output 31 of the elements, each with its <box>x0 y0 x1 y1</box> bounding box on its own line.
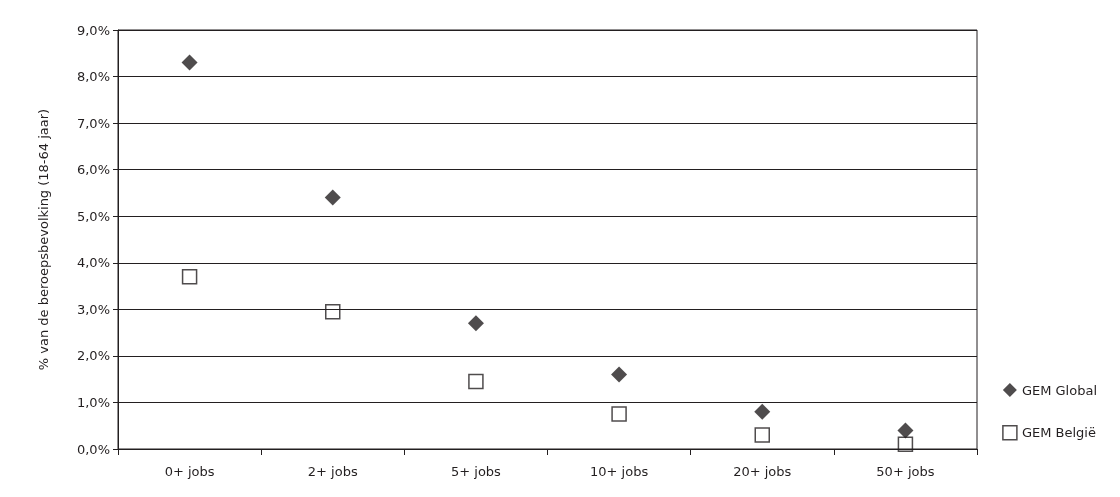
y-tick-label: 0,0% <box>76 441 110 457</box>
point <box>897 422 914 439</box>
point <box>754 403 771 420</box>
y-tick-label: 4,0% <box>76 255 110 271</box>
point <box>181 54 198 71</box>
point <box>324 189 341 206</box>
x-tick-label: 5+ jobs <box>450 464 502 479</box>
y-tick-label: 8,0% <box>76 69 110 85</box>
y-tick-label: 5,0% <box>76 208 110 224</box>
y-tick-label: 6,0% <box>76 162 110 178</box>
y-tick-label: 7,0% <box>76 115 110 131</box>
y-tick-label: 1,0% <box>76 394 110 410</box>
point <box>181 268 198 285</box>
point <box>897 436 914 453</box>
x-tick-label: 0+ jobs <box>164 464 215 479</box>
x-tick-label: 10+ jobs <box>590 464 649 479</box>
point <box>468 373 484 390</box>
y-tick-label: 3,0% <box>76 301 110 317</box>
point <box>611 366 628 383</box>
x-tick-label: 50+ jobs <box>876 464 935 479</box>
x-tick-label: 20+ jobs <box>733 464 792 479</box>
legend-label: GEM België <box>1021 425 1096 441</box>
point <box>754 427 770 443</box>
y-axis-title: % van de beroepsbevolking (18-64 jaar) <box>36 108 51 371</box>
y-tick-label: 9,0% <box>76 22 110 38</box>
point <box>467 315 484 332</box>
x-tick-label: 2+ jobs <box>307 464 358 479</box>
legend-label: GEM Global <box>1021 382 1097 398</box>
point <box>611 406 627 422</box>
y-tick-label: 2,0% <box>76 348 110 364</box>
point <box>325 303 341 320</box>
